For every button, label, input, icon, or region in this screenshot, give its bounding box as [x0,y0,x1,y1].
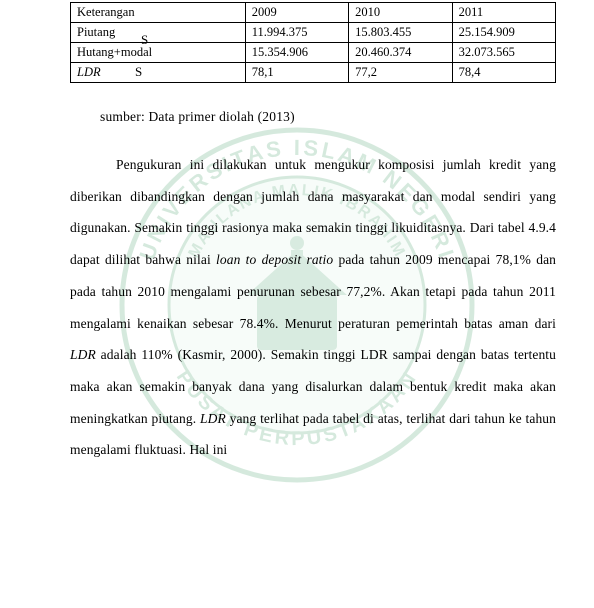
row-2010: 15.803.455 [349,23,452,43]
body-paragraph: Pengukuran ini dilakukan untuk mengukur … [70,149,556,466]
row-2009: 78,1 [245,63,348,83]
header-2011: 2011 [452,3,555,23]
stray-char-1: S [141,32,148,48]
header-2009: 2009 [245,3,348,23]
header-keterangan: Keterangan [71,3,246,23]
table-header-row: Keterangan 2009 2010 2011 [71,3,556,23]
row-2009: 15.354.906 [245,43,348,63]
row-2010: 77,2 [349,63,452,83]
stray-char-2: S [135,64,142,80]
table-source: sumber: Data primer diolah (2013) [100,109,556,125]
row-label: Hutang+modal [71,43,246,63]
header-2010: 2010 [349,3,452,23]
row-2011: 32.073.565 [452,43,555,63]
row-2009: 11.994.375 [245,23,348,43]
table-row: LDR 78,1 77,2 78,4 [71,63,556,83]
row-2011: 25.154.909 [452,23,555,43]
row-2010: 20.460.374 [349,43,452,63]
row-label: Piutang [71,23,246,43]
row-2011: 78,4 [452,63,555,83]
row-label: LDR [71,63,246,83]
